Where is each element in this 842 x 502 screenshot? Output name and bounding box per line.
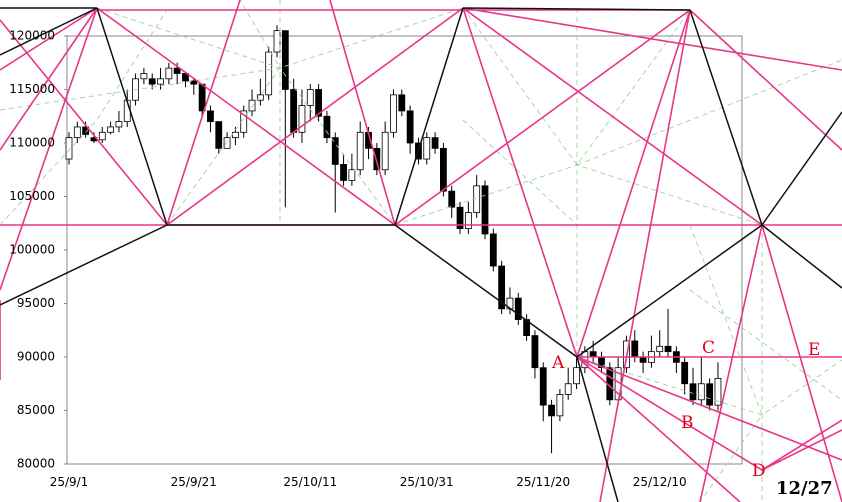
candle-body <box>439 147 447 192</box>
y-tick-label: 80000 <box>17 457 55 471</box>
candle-body <box>456 206 464 229</box>
candle-body <box>714 377 722 406</box>
candle-body <box>548 404 555 417</box>
y-tick-label: 95000 <box>17 296 55 310</box>
candle-body <box>65 137 73 160</box>
candle-body <box>157 78 164 85</box>
candle-body <box>589 351 597 358</box>
candle-body <box>639 356 647 363</box>
candle-body <box>564 383 572 395</box>
y-tick-label: 105000 <box>9 189 55 203</box>
candle-body <box>281 30 289 90</box>
candle-body <box>140 73 148 80</box>
candle-body <box>340 163 347 181</box>
y-tick-label: 110000 <box>9 136 55 150</box>
candle-body <box>323 115 331 139</box>
candle-body <box>165 67 173 80</box>
candle-body <box>306 89 314 106</box>
y-tick-label: 100000 <box>9 243 55 257</box>
candle-body <box>315 89 323 117</box>
candle-body <box>514 297 522 320</box>
x-tick-label: 25/11/20 <box>516 475 570 489</box>
candle-body <box>73 126 81 139</box>
candle-body <box>273 30 281 53</box>
candle-body <box>423 137 431 160</box>
candle-body <box>231 131 239 139</box>
candle-body <box>82 126 90 135</box>
candle-body <box>381 131 389 171</box>
candle-body <box>448 190 456 208</box>
candle-body <box>556 394 564 417</box>
candle-body <box>390 94 397 133</box>
candle-body <box>256 94 264 101</box>
candle-body <box>664 345 672 353</box>
candle-body <box>148 78 156 85</box>
candle-body <box>215 121 223 149</box>
candle-body <box>531 335 539 369</box>
candle-body <box>107 126 114 133</box>
candle-body <box>398 94 406 112</box>
y-tick-label: 85000 <box>17 403 55 417</box>
candle-body <box>681 361 689 385</box>
candle-body <box>373 147 381 171</box>
candle-body <box>115 121 123 128</box>
candle-body <box>190 80 198 85</box>
x-tick-label: 25/10/11 <box>283 475 337 489</box>
page-label: 12/27 <box>776 478 833 499</box>
candle-body <box>198 83 206 112</box>
annotation: B <box>681 413 694 433</box>
candle-body <box>265 51 273 96</box>
candle-body <box>573 367 580 385</box>
x-tick-label: 25/10/31 <box>400 475 454 489</box>
annotation: E <box>808 340 820 360</box>
candle-body <box>298 105 306 133</box>
y-tick-label: 120000 <box>9 29 55 43</box>
candle-body <box>240 110 248 133</box>
candle-body <box>656 345 664 353</box>
candle-body <box>223 137 231 149</box>
x-tick-label: 25/12/10 <box>633 475 687 489</box>
candle-body <box>498 265 506 310</box>
candle-body <box>356 131 364 171</box>
candle-body <box>207 110 214 123</box>
candle-body <box>248 99 256 112</box>
x-tick-label: 25/9/21 <box>171 475 217 489</box>
candle-body <box>98 131 106 141</box>
candle-body <box>348 169 356 181</box>
candle-body <box>173 67 181 74</box>
annotation: A <box>551 353 565 373</box>
candle-body <box>539 367 547 406</box>
annotation: D <box>752 461 766 481</box>
candle-body <box>464 212 472 230</box>
black-line <box>0 7 842 502</box>
candle-body <box>481 185 489 235</box>
x-tick-label: 25/9/1 <box>50 475 89 489</box>
annotation: C <box>702 338 715 358</box>
candle-body <box>431 137 439 149</box>
candle-body <box>290 89 298 133</box>
candle-body <box>631 340 639 358</box>
candle-body <box>689 383 697 401</box>
candle-body <box>331 137 339 165</box>
candle-body <box>406 110 414 144</box>
y-tick-label: 115000 <box>9 82 55 96</box>
candle-body <box>697 383 705 401</box>
candle-body <box>706 383 714 406</box>
candle-body <box>182 73 189 82</box>
y-tick-label: 90000 <box>17 350 55 364</box>
candles <box>65 25 722 454</box>
candle-body <box>489 233 497 267</box>
